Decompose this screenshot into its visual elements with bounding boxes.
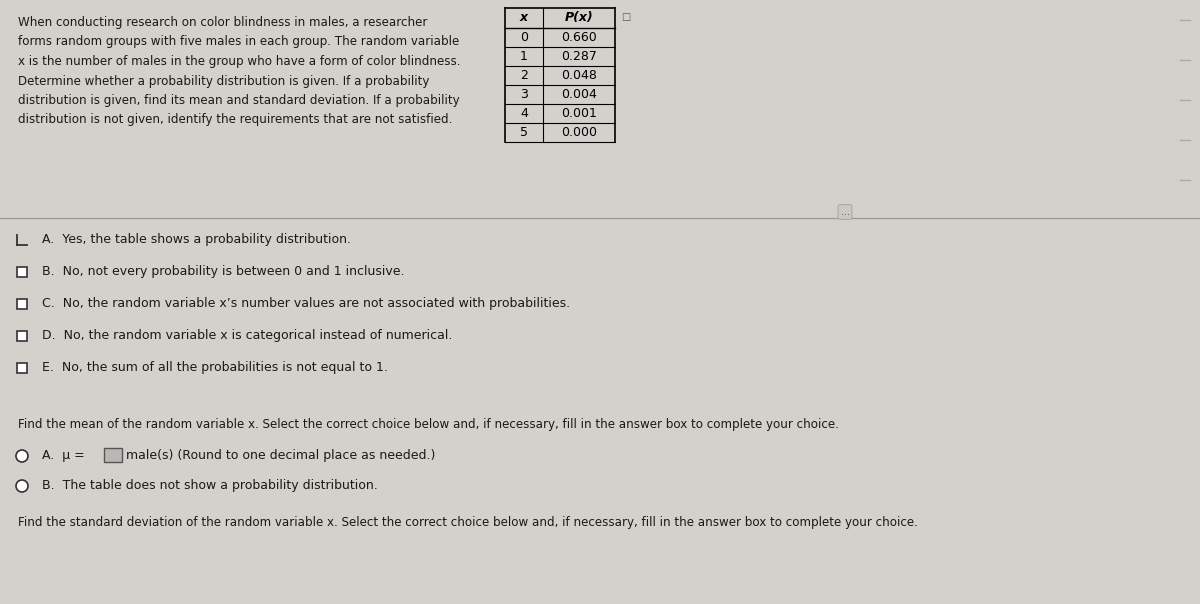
- Text: x is the number of males in the group who have a form of color blindness.: x is the number of males in the group wh…: [18, 55, 461, 68]
- Text: B.  The table does not show a probability distribution.: B. The table does not show a probability…: [42, 480, 378, 492]
- Text: distribution is given, find its mean and standard deviation. If a probability: distribution is given, find its mean and…: [18, 94, 460, 107]
- Text: 1: 1: [520, 50, 528, 63]
- Text: A.  Yes, the table shows a probability distribution.: A. Yes, the table shows a probability di…: [42, 234, 352, 246]
- Text: A.  μ =: A. μ =: [42, 449, 85, 463]
- Text: B.  No, not every probability is between 0 and 1 inclusive.: B. No, not every probability is between …: [42, 266, 404, 278]
- Text: x: x: [520, 11, 528, 24]
- Text: ...: ...: [840, 207, 850, 217]
- Bar: [104, 448, 122, 462]
- Bar: [17, 267, 28, 277]
- Text: E.  No, the sum of all the probabilities is not equal to 1.: E. No, the sum of all the probabilities …: [42, 362, 388, 374]
- Text: Determine whether a probability distribution is given. If a probability: Determine whether a probability distribu…: [18, 74, 430, 88]
- Bar: [17, 299, 28, 309]
- Bar: [17, 331, 28, 341]
- Text: male(s) (Round to one decimal place as needed.): male(s) (Round to one decimal place as n…: [126, 449, 436, 463]
- Bar: [17, 363, 28, 373]
- Text: 0.000: 0.000: [562, 126, 598, 139]
- Text: 0: 0: [520, 31, 528, 44]
- Text: 3: 3: [520, 88, 528, 101]
- Circle shape: [16, 450, 28, 462]
- Text: forms random groups with five males in each group. The random variable: forms random groups with five males in e…: [18, 36, 460, 48]
- Text: When conducting research on color blindness in males, a researcher: When conducting research on color blindn…: [18, 16, 427, 29]
- Text: □: □: [622, 12, 630, 22]
- Text: 0.287: 0.287: [562, 50, 596, 63]
- Text: 0.660: 0.660: [562, 31, 596, 44]
- Text: P(x): P(x): [565, 11, 593, 24]
- Text: 4: 4: [520, 107, 528, 120]
- Text: 5: 5: [520, 126, 528, 139]
- Text: 0.001: 0.001: [562, 107, 596, 120]
- Circle shape: [16, 480, 28, 492]
- Text: D.  No, the random variable x is categorical instead of numerical.: D. No, the random variable x is categori…: [42, 330, 452, 342]
- Text: C.  No, the random variable x’s number values are not associated with probabilit: C. No, the random variable x’s number va…: [42, 298, 570, 310]
- Text: 2: 2: [520, 69, 528, 82]
- Text: Find the mean of the random variable x. Select the correct choice below and, if : Find the mean of the random variable x. …: [18, 418, 839, 431]
- Text: 0.004: 0.004: [562, 88, 596, 101]
- Text: distribution is not given, identify the requirements that are not satisfied.: distribution is not given, identify the …: [18, 114, 452, 126]
- Text: Find the standard deviation of the random variable x. Select the correct choice : Find the standard deviation of the rando…: [18, 516, 918, 529]
- Text: 0.048: 0.048: [562, 69, 596, 82]
